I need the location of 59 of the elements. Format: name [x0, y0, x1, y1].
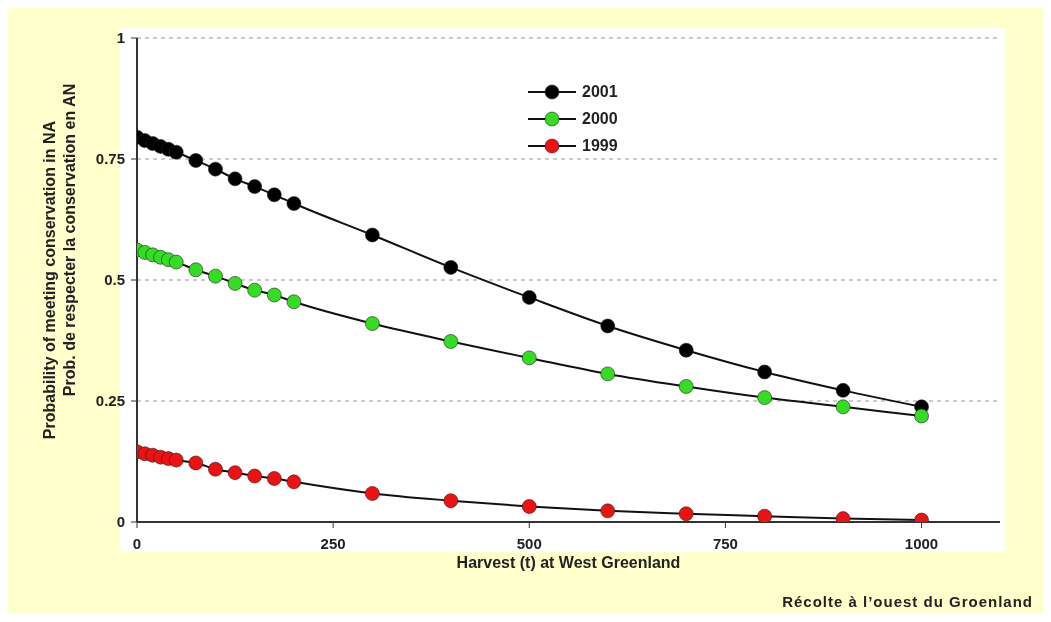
y-axis-title: Probability of meeting conservation in NA	[41, 120, 59, 440]
point	[365, 316, 380, 331]
x-tick-label: 1000	[904, 534, 939, 552]
point	[914, 408, 929, 424]
point	[208, 461, 223, 477]
y-tick-label: 0.75	[95, 150, 125, 168]
point	[168, 144, 184, 160]
point	[521, 350, 537, 366]
point	[188, 262, 204, 278]
point	[757, 508, 772, 522]
point	[188, 153, 204, 168]
point	[188, 455, 204, 471]
point	[208, 161, 223, 177]
point	[678, 506, 694, 522]
y-tick-label: 0.25	[95, 392, 125, 410]
x-tick-label: 250	[320, 534, 346, 552]
text: Prob. de respecter la conservation en AN	[61, 83, 79, 397]
point	[208, 268, 223, 284]
legend-label: 2001	[582, 82, 618, 101]
point	[168, 452, 184, 468]
x-tick-label: 500	[516, 534, 542, 552]
point	[600, 503, 616, 519]
point	[757, 364, 772, 380]
point	[365, 227, 380, 243]
x-axis-title: Harvest (t) at West Greenland	[456, 554, 681, 571]
text: Récolte à l’ouest du Groenland	[782, 593, 1033, 610]
point	[600, 318, 616, 334]
legend-label: 1999	[582, 136, 618, 155]
point	[365, 486, 380, 501]
point	[678, 342, 694, 358]
point	[267, 287, 282, 303]
point	[227, 171, 243, 187]
point	[443, 334, 459, 349]
y-tick-label: 1	[116, 29, 125, 47]
point	[227, 276, 243, 291]
point	[835, 399, 851, 415]
point	[227, 465, 243, 480]
point	[168, 254, 184, 270]
point	[247, 468, 262, 484]
point	[521, 290, 537, 305]
point	[286, 474, 302, 490]
point	[247, 179, 262, 194]
point	[443, 493, 459, 508]
x-tick-label: 0	[132, 534, 142, 552]
point	[267, 471, 282, 486]
legend-label: 2000	[582, 109, 618, 128]
y-tick-label: 0	[116, 513, 125, 531]
point	[247, 282, 262, 298]
point	[678, 379, 694, 394]
x-tick-label: 750	[712, 534, 738, 552]
point	[521, 499, 537, 514]
point	[286, 196, 302, 211]
point	[267, 187, 282, 203]
point	[835, 383, 851, 398]
point	[757, 390, 772, 405]
y-tick-label: 0.5	[104, 271, 125, 289]
point	[600, 366, 616, 382]
point	[443, 260, 459, 275]
point	[286, 294, 302, 310]
